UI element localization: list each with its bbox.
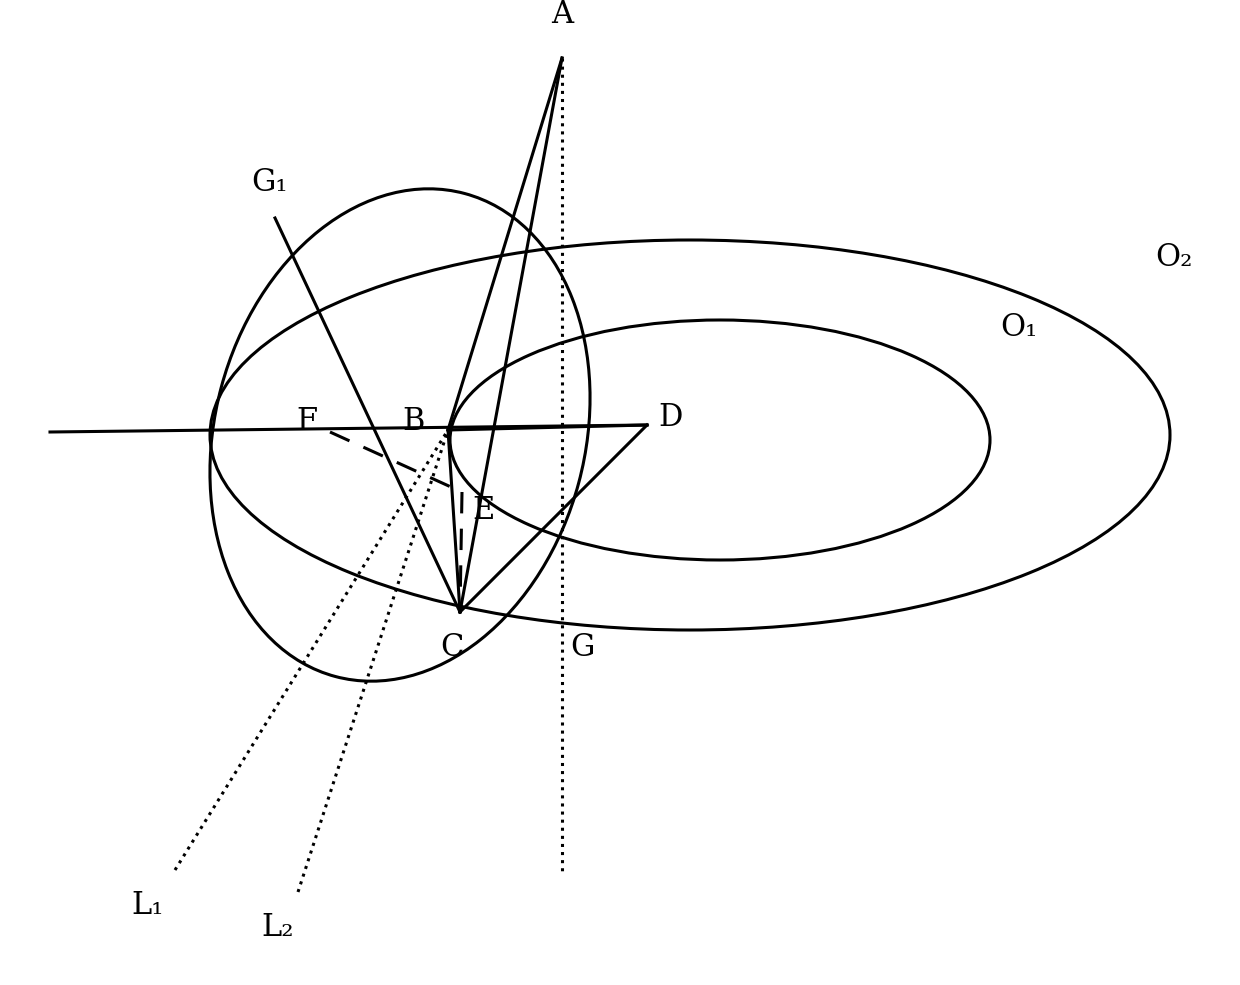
Text: L₁: L₁: [131, 890, 164, 921]
Text: L₂: L₂: [262, 912, 294, 943]
Text: C: C: [440, 632, 464, 663]
Text: E: E: [472, 495, 495, 526]
Text: O₂: O₂: [1154, 242, 1193, 274]
Text: G₁: G₁: [252, 167, 289, 198]
Text: D: D: [658, 403, 682, 433]
Text: G: G: [570, 632, 594, 664]
Text: O₁: O₁: [999, 312, 1038, 344]
Text: A: A: [551, 0, 573, 30]
Text: F: F: [296, 407, 317, 437]
Text: B: B: [403, 407, 425, 437]
